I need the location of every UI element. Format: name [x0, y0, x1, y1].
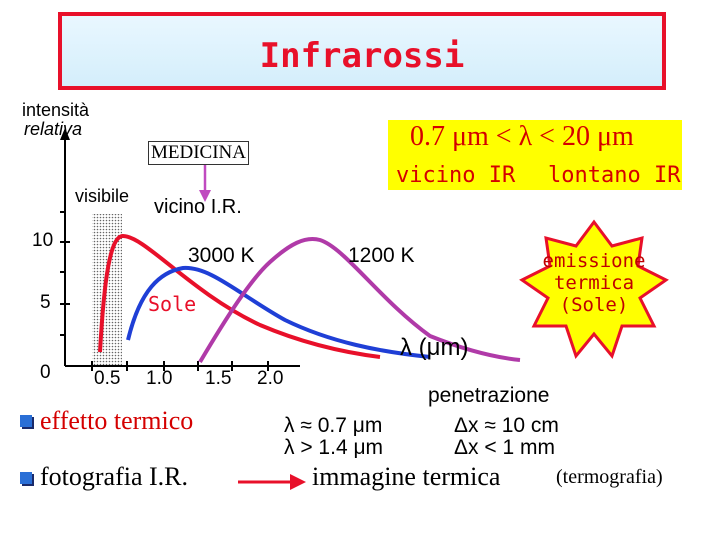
bullet-icon — [20, 415, 32, 427]
curve-1200k — [198, 237, 521, 364]
visible-label: visibile — [75, 186, 130, 206]
y-tick-label: 5 — [40, 292, 51, 313]
curve-3000k — [126, 265, 431, 359]
thermal-emission-text: emissione termica (Sole) — [534, 250, 654, 316]
y-axis-label-line1: intensità — [22, 100, 90, 120]
penetration-label: penetrazione — [428, 384, 550, 407]
x-axis-unit-label: λ (μm) — [400, 334, 469, 361]
burst-line2: termica — [553, 272, 635, 294]
ir-range-label: 0.7 μm < λ < 20 μm — [410, 121, 634, 152]
medicina-label: MEDICINA — [148, 141, 249, 165]
x-tick-label: 1.0 — [146, 368, 173, 389]
dx-near-label: Δx ≈ 10 cm — [454, 414, 559, 437]
lambda-far-label: λ > 1.4 μm — [284, 436, 384, 459]
page-title: Infrarossi — [259, 36, 465, 76]
y-tick-label: 10 — [32, 230, 54, 251]
curve-1200k-label: 1200 K — [348, 244, 415, 267]
bullet-icon — [20, 472, 32, 484]
y-axis-arrow — [60, 128, 70, 140]
sun-label: Sole — [148, 292, 197, 316]
y-axis-label-line2: relativa — [24, 119, 83, 139]
thermography-label: (termografia) — [556, 466, 663, 488]
x-tick-label: 2.0 — [257, 368, 284, 389]
y-tick-label: 0 — [40, 362, 51, 383]
sun-curve — [98, 233, 381, 359]
burst-line1: emissione — [542, 250, 646, 272]
dx-far-label: Δx < 1 mm — [454, 436, 555, 459]
ir-range-box — [388, 120, 682, 190]
burst-line3: (Sole) — [559, 294, 629, 316]
curve-3000k-label: 3000 K — [188, 244, 255, 267]
x-tick-label: 0.5 — [94, 368, 121, 389]
lambda-near-label: λ ≈ 0.7 μm — [284, 414, 383, 437]
near-ir-short-label: vicino I.R. — [154, 196, 242, 218]
far-ir-label: lontano IR — [548, 163, 681, 188]
title-box: Infrarossi — [58, 12, 666, 90]
ir-photo-label: fotografia I.R. — [40, 462, 189, 491]
x-tick-label: 1.5 — [205, 368, 232, 389]
thermal-effect-label: effetto termico — [40, 406, 194, 435]
thermal-emission-burst — [519, 219, 669, 360]
near-ir-label: vicino IR — [396, 163, 516, 188]
thermal-image-label: immagine termica — [312, 462, 501, 491]
